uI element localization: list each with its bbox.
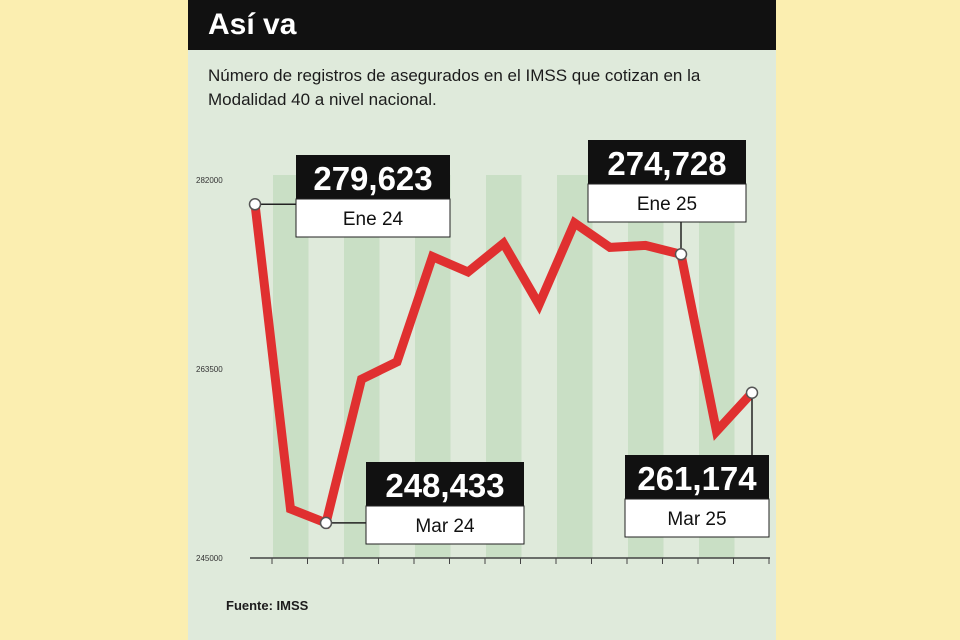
line-chart: 282000 263500 245000 279,623 Ene 24 248,433 M… bbox=[196, 140, 770, 564]
callout-label: Mar 24 bbox=[415, 516, 475, 537]
callout-label-box bbox=[624, 498, 770, 538]
callout-value: 261,174 bbox=[637, 460, 757, 497]
callout-label-box bbox=[365, 505, 525, 545]
callout-marker bbox=[248, 198, 262, 211]
source-note: Fuente: IMSS bbox=[226, 598, 309, 613]
series-line-path bbox=[250, 203, 756, 529]
callout-marker bbox=[319, 516, 333, 530]
callout-value: 279,623 bbox=[313, 160, 432, 197]
chart-subtitle: Número de registros de asegurados en el … bbox=[208, 66, 701, 109]
y-tick-label: 245000 bbox=[196, 554, 223, 563]
chart-title: Así va bbox=[208, 8, 297, 41]
callout-value-box bbox=[296, 155, 450, 199]
callouts: 279,623 Ene 24 248,433 Mar 24 274,728 Ene 25 2… bbox=[248, 140, 770, 545]
title-bar: Así va bbox=[188, 0, 776, 50]
callout-marker bbox=[674, 248, 688, 261]
callout-label: Ene 24 bbox=[343, 209, 404, 230]
callout-value: 248,433 bbox=[385, 467, 504, 504]
y-tick-label: 282000 bbox=[196, 176, 223, 185]
callout-value-box bbox=[588, 140, 746, 184]
series-line bbox=[250, 203, 756, 529]
callout-marker bbox=[745, 386, 759, 400]
chart-axis: 282000 263500 245000 bbox=[196, 176, 770, 564]
callout-value-box bbox=[366, 462, 524, 506]
callout-label-box bbox=[587, 183, 747, 223]
infographic-panel: Así va Número de registros de asegurados… bbox=[188, 0, 776, 640]
y-tick-label: 263500 bbox=[196, 365, 223, 374]
callout-label: Mar 25 bbox=[667, 509, 726, 530]
callout-value-box bbox=[625, 455, 769, 499]
callout-label-box bbox=[295, 198, 451, 238]
callout-label: Ene 25 bbox=[637, 194, 697, 215]
callout-value: 274,728 bbox=[607, 145, 726, 182]
